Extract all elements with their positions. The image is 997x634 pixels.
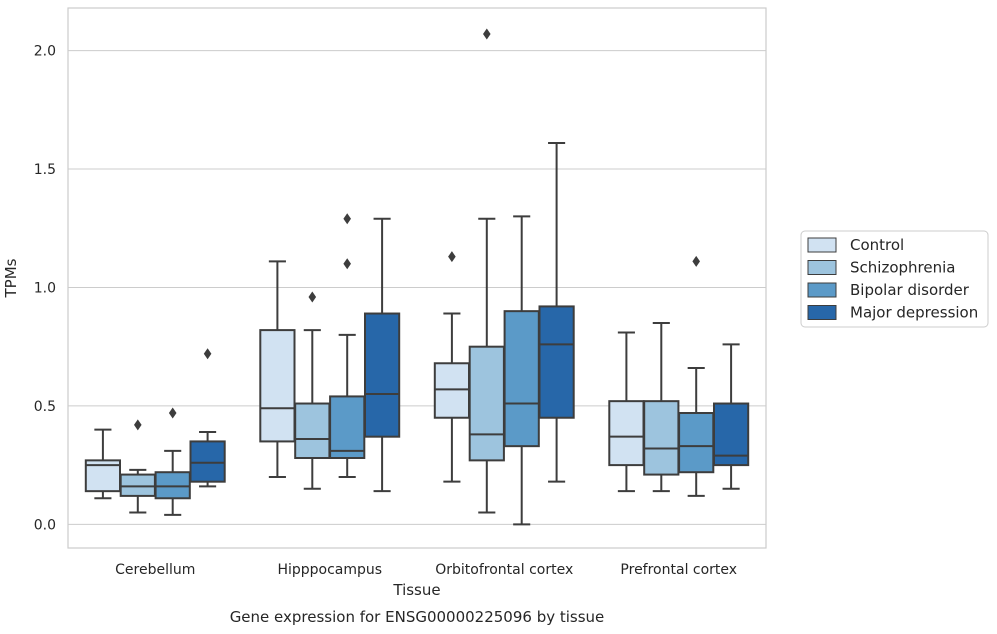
x-tick-label: Orbitofrontal cortex: [435, 562, 573, 578]
box-iqr: [189, 440, 226, 483]
box-major-depression: [363, 217, 401, 493]
legend-swatch: [807, 260, 837, 275]
box-iqr: [119, 473, 156, 497]
legend-swatch: [807, 305, 837, 320]
legend-label: Bipolar disorder: [850, 281, 970, 299]
box-bipolar-disorder: [154, 407, 191, 516]
y-tick-labels: 0.0 0.5 1.0 1.5 2.0: [34, 44, 56, 534]
y-tick-label: 0.5: [34, 399, 56, 415]
box-bipolar-disorder: [329, 213, 366, 478]
y-axis-title: TPMs: [2, 258, 20, 298]
box-control: [433, 251, 471, 483]
outlier-point: [134, 419, 142, 431]
x-tick-label: Hipppocampus: [277, 562, 382, 578]
legend: Control Schizophrenia Bipolar disorder Majo…: [800, 230, 989, 328]
box-iqr: [154, 471, 191, 500]
box-schizophrenia: [643, 322, 680, 493]
outlier-point: [308, 291, 317, 303]
box-iqr: [678, 412, 715, 474]
box-bipolar-disorder: [678, 255, 715, 497]
box-schizophrenia: [119, 419, 156, 514]
box-iqr: [538, 305, 575, 419]
plot-frame: [67, 7, 767, 549]
box-major-depression: [712, 343, 750, 490]
box-schizophrenia: [468, 28, 505, 514]
box-iqr: [363, 312, 401, 438]
box-iqr: [503, 310, 540, 448]
legend-items: Control Schizophrenia Bipolar disorder Majo…: [807, 236, 978, 322]
box-control: [84, 428, 122, 500]
box-iqr: [294, 402, 331, 459]
box-control: [608, 331, 645, 493]
legend-frame: [800, 230, 989, 328]
y-tick-label: 1.5: [34, 162, 56, 178]
y-tick-label: 2.0: [34, 44, 56, 60]
figure-caption: Gene expression for ENSG00000225096 by t…: [230, 608, 605, 626]
outlier-point: [168, 407, 177, 419]
outlier-point: [343, 258, 351, 270]
legend-swatch: [807, 237, 837, 253]
box-iqr: [433, 362, 471, 419]
y-tick-label: 0.0: [34, 517, 56, 533]
legend-swatch: [807, 282, 837, 298]
box-schizophrenia: [294, 291, 331, 490]
box-bipolar-disorder: [503, 215, 540, 526]
x-tick-labels: Cerebellum Hipppocampus Orbitofrontal cort…: [115, 562, 737, 578]
outlier-point: [692, 255, 700, 267]
legend-label: Schizophrenia: [850, 259, 955, 277]
box-iqr: [259, 329, 296, 443]
box-iqr: [329, 395, 366, 459]
box-control: [259, 260, 296, 478]
box-iqr: [608, 400, 645, 467]
legend-label: Control: [850, 236, 904, 254]
x-axis-title: Tissue: [392, 581, 440, 599]
box-iqr: [468, 345, 505, 462]
box-iqr: [643, 400, 680, 476]
y-tick-label: 1.0: [34, 280, 56, 296]
legend-label: Major depression: [850, 304, 978, 322]
x-tick-label: Prefrontal cortex: [620, 562, 737, 578]
box-major-depression: [538, 142, 575, 483]
outlier-point: [343, 213, 351, 225]
outlier-point: [483, 28, 491, 40]
boxes: [84, 28, 750, 526]
outlier-point: [448, 251, 456, 263]
box-major-depression: [189, 348, 226, 488]
outlier-point: [203, 348, 212, 360]
x-tick-label: Cerebellum: [115, 562, 195, 578]
